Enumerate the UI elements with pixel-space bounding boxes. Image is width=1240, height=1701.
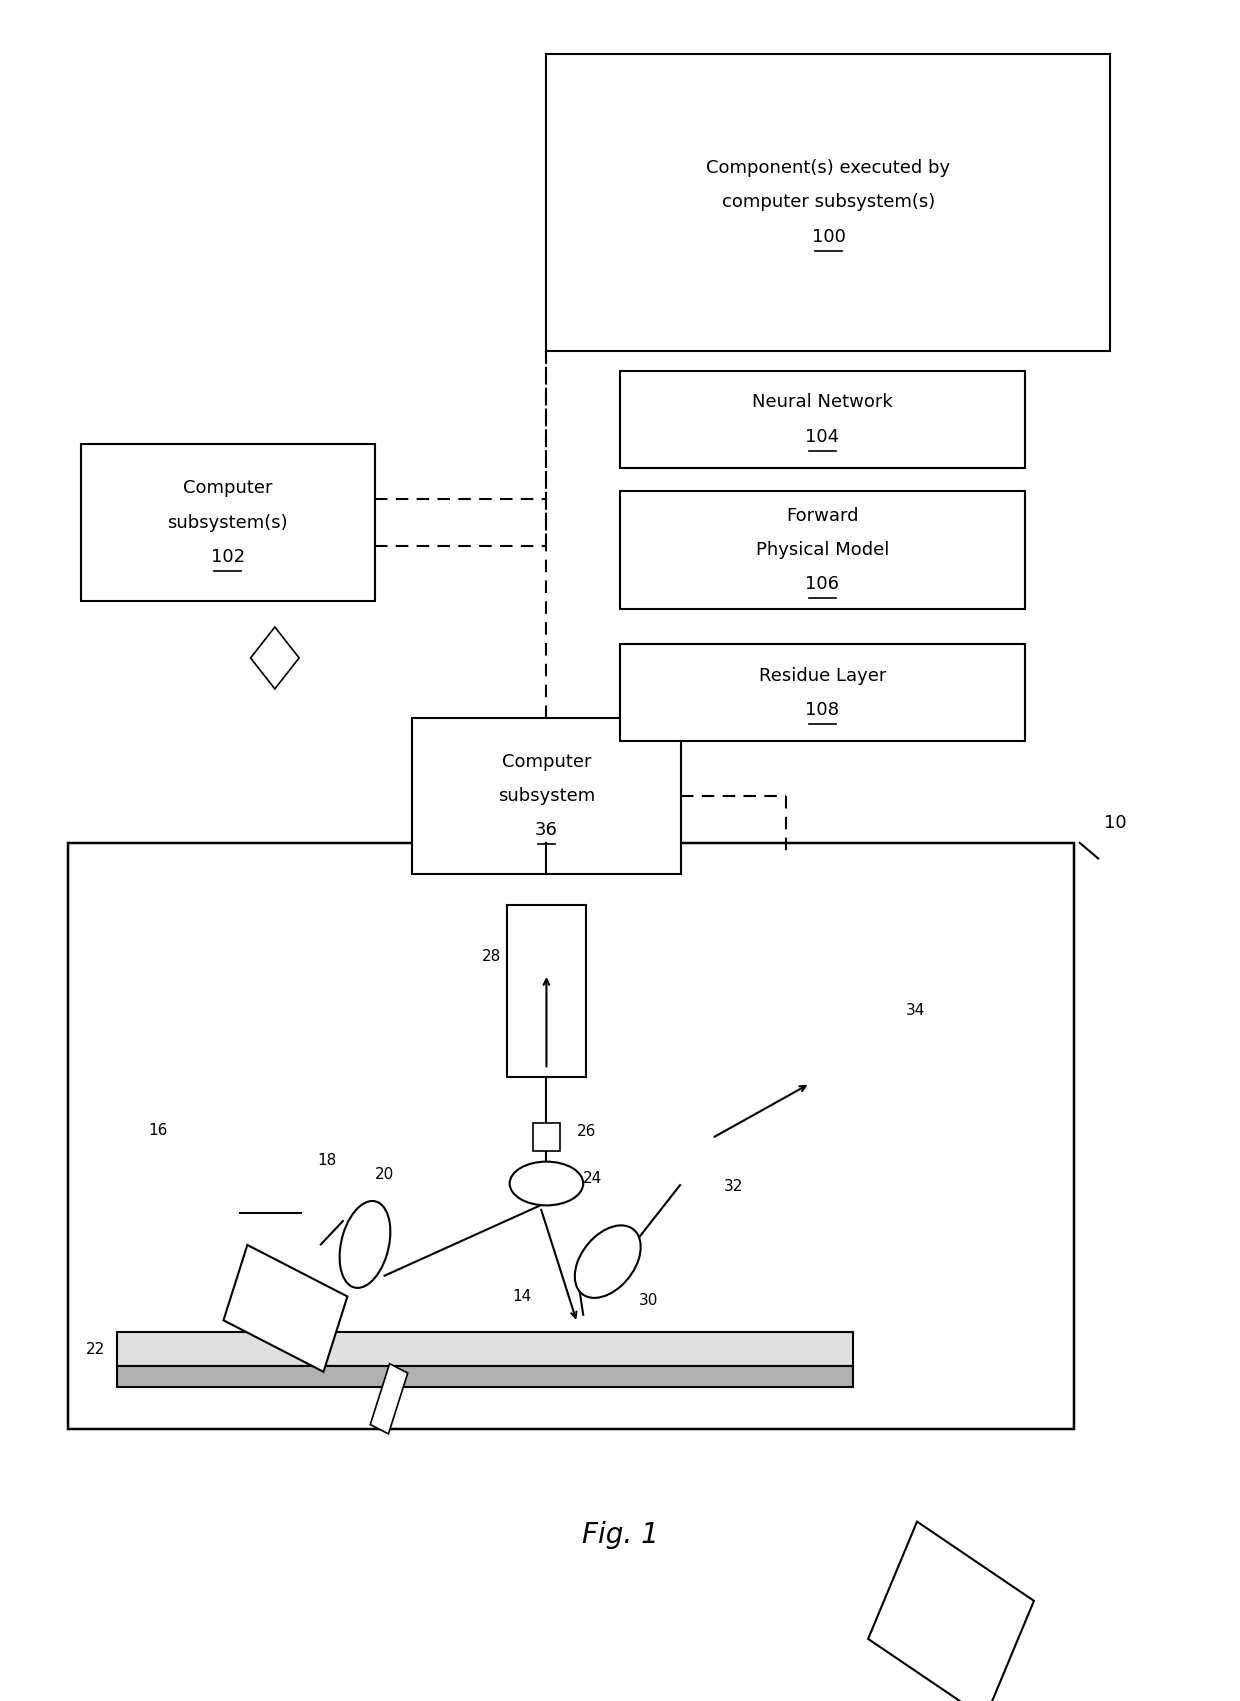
Text: 34: 34 — [905, 1002, 925, 1017]
Text: Fig. 1: Fig. 1 — [582, 1521, 658, 1550]
Text: Neural Network: Neural Network — [751, 393, 893, 412]
Text: 22: 22 — [86, 1342, 105, 1357]
Text: 14: 14 — [512, 1289, 532, 1305]
FancyBboxPatch shape — [507, 905, 585, 1077]
Text: 18: 18 — [317, 1153, 336, 1169]
FancyBboxPatch shape — [620, 371, 1024, 468]
Text: Computer: Computer — [502, 752, 591, 771]
Text: subsystem: subsystem — [497, 788, 595, 805]
Text: 16: 16 — [148, 1123, 167, 1138]
Text: 30: 30 — [639, 1293, 657, 1308]
Text: 108: 108 — [805, 701, 839, 720]
FancyBboxPatch shape — [547, 54, 1111, 350]
FancyBboxPatch shape — [81, 444, 374, 600]
Ellipse shape — [510, 1162, 583, 1206]
Text: 104: 104 — [805, 427, 839, 446]
FancyBboxPatch shape — [118, 1332, 853, 1366]
Text: Forward: Forward — [786, 507, 858, 524]
Text: Computer: Computer — [182, 480, 273, 497]
FancyBboxPatch shape — [533, 1123, 560, 1150]
Text: 106: 106 — [805, 575, 839, 594]
FancyBboxPatch shape — [371, 1364, 408, 1434]
Text: 32: 32 — [724, 1179, 744, 1194]
FancyBboxPatch shape — [868, 1522, 1034, 1701]
Text: Residue Layer: Residue Layer — [759, 667, 887, 686]
Text: subsystem(s): subsystem(s) — [167, 514, 288, 532]
Ellipse shape — [340, 1201, 391, 1288]
Text: 36: 36 — [534, 822, 558, 839]
Text: 100: 100 — [811, 228, 846, 245]
Text: 20: 20 — [374, 1167, 394, 1182]
Ellipse shape — [575, 1225, 641, 1298]
FancyBboxPatch shape — [620, 492, 1024, 609]
Text: Component(s) executed by: Component(s) executed by — [707, 158, 951, 177]
FancyBboxPatch shape — [223, 1245, 347, 1371]
Text: 102: 102 — [211, 548, 244, 566]
FancyBboxPatch shape — [250, 628, 299, 689]
FancyBboxPatch shape — [118, 1366, 853, 1386]
FancyBboxPatch shape — [68, 844, 1074, 1429]
FancyBboxPatch shape — [620, 645, 1024, 742]
Text: 28: 28 — [482, 949, 501, 964]
Text: 26: 26 — [577, 1124, 596, 1140]
Text: Physical Model: Physical Model — [755, 541, 889, 560]
Text: 24: 24 — [583, 1172, 603, 1186]
Text: 10: 10 — [1105, 815, 1127, 832]
Text: computer subsystem(s): computer subsystem(s) — [722, 194, 935, 211]
FancyBboxPatch shape — [412, 718, 681, 874]
